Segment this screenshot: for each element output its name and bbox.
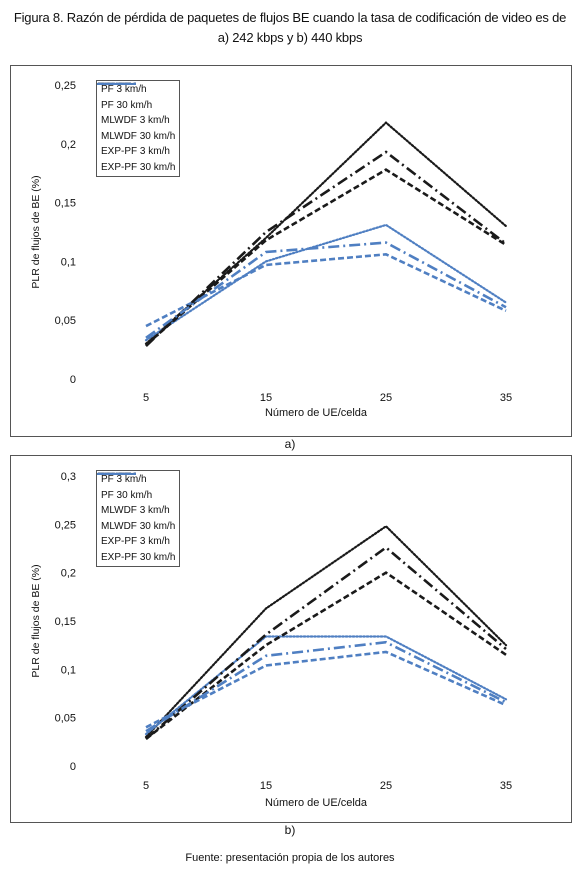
chart-b-series-line-2 xyxy=(144,635,508,736)
chart-b-xtick-label: 25 xyxy=(380,780,392,792)
chart-b-legend-item: PF 30 km/h xyxy=(97,472,175,504)
chart-b-ytick-label: 0,1 xyxy=(61,664,76,676)
chart-b-ytick-label: 0,15 xyxy=(55,616,76,628)
chart-b-series-line-5 xyxy=(145,545,507,740)
chart-a-legend: PF 3 km/h PF 30 km/h MLWDF 3 km/h MLWDF 30 … xyxy=(96,80,181,177)
chart-b-xtick-label: 35 xyxy=(500,780,512,792)
panel-label-a: a) xyxy=(284,437,296,451)
chart-b-xaxis-title: Número de UE/celda xyxy=(265,797,368,809)
chart-a-legend-label: EXP-PF 30 km/h xyxy=(101,161,176,173)
chart-b-legend-item: MLWDF 3 km/h xyxy=(98,472,175,519)
chart-b-legend-label: EXP-PF 3 km/h xyxy=(101,536,170,548)
chart-a-xaxis-title: Número de UE/celda xyxy=(265,407,368,419)
chart-a-legend-swatch xyxy=(98,82,136,85)
chart-b-legend-label: MLWDF 3 km/h xyxy=(101,505,170,517)
figure-title-line-1: Figura 8. Razón de pérdida de paquetes d… xyxy=(13,10,567,25)
chart-a-yaxis-title: PLR de flujos de BE (%) xyxy=(30,175,42,288)
chart-a-legend-label: MLWDF 30 km/h xyxy=(101,130,176,142)
chart-b-series-line-1 xyxy=(144,524,508,739)
chart-a-legend-label: PF 30 km/h xyxy=(101,99,153,111)
chart-a-series-line-3 xyxy=(145,168,507,346)
chart-a-ytick-label: 0,1 xyxy=(61,256,76,268)
chart-a-legend-label: MLWDF 3 km/h xyxy=(101,115,170,127)
chart-a-xtick-label: 15 xyxy=(260,392,272,404)
chart-a-legend-label: PF 3 km/h xyxy=(101,84,147,96)
chart-b-legend-item: EXP-PF 3 km/h xyxy=(98,472,175,550)
chart-b-ytick-label: 0,25 xyxy=(55,519,76,531)
chart-b-legend-swatch xyxy=(98,472,136,475)
chart-a-series-line-5 xyxy=(145,150,507,348)
chart-b-series-line-6 xyxy=(145,640,507,733)
chart-b-ytick-label: 0,2 xyxy=(61,568,76,580)
chart-a-ytick-label: 0,05 xyxy=(55,315,76,327)
chart-a-legend-item: EXP-PF 3 km/h xyxy=(98,82,175,160)
chart-b-ytick-label: 0,3 xyxy=(61,471,76,483)
chart-a-series-line-6 xyxy=(145,241,507,339)
chart-b-legend-label: PF 30 km/h xyxy=(101,489,153,501)
chart-b-yaxis-title: PLR de flujos de BE (%) xyxy=(30,564,42,677)
chart-a-series-line-2 xyxy=(144,223,508,342)
chart-b-legend: PF 3 km/h PF 30 km/h MLWDF 3 km/h MLWDF 30 … xyxy=(96,470,181,567)
chart-b-legend-label: EXP-PF 30 km/h xyxy=(101,551,176,563)
chart-b-xtick-label: 15 xyxy=(260,780,272,792)
chart-a-legend-item: MLWDF 30 km/h xyxy=(98,82,176,145)
chart-a-legend-label: EXP-PF 3 km/h xyxy=(101,146,170,158)
chart-b-legend-item: EXP-PF 30 km/h xyxy=(98,472,176,566)
figure-title-line-2: a) 242 kbps y b) 440 kbps xyxy=(217,30,363,45)
chart-a-xtick-label: 25 xyxy=(380,392,392,404)
chart-a-legend-item: PF 30 km/h xyxy=(97,82,175,114)
chart-b-ytick-label: 0 xyxy=(70,761,76,773)
chart-a-xtick-label: 35 xyxy=(500,392,512,404)
chart-b-legend-item: MLWDF 30 km/h xyxy=(98,472,176,535)
chart-panel-b: 0 0,05 0,1 0,15 0,2 0,25 0,3 5 15 25 35 Número de U… xyxy=(10,455,572,823)
figure-source: Fuente: presentación propia de los autor… xyxy=(185,852,395,864)
chart-a-ytick-label: 0,2 xyxy=(61,139,76,151)
chart-b-svg: 0 0,05 0,1 0,15 0,2 0,25 0,3 5 15 25 35 Número de U… xyxy=(30,471,512,809)
panel-label-b: b) xyxy=(284,823,296,837)
chart-panel-a: 0 0,05 0,1 0,15 0,2 0,25 5 15 25 35 Número de UE/c… xyxy=(10,65,572,437)
chart-b-legend-label: PF 3 km/h xyxy=(101,474,147,486)
chart-b-xtick-label: 5 xyxy=(143,780,149,792)
chart-b-ytick-label: 0,05 xyxy=(55,713,76,725)
figure-title: Figura 8. Razón de pérdida de paquetes d… xyxy=(10,8,570,48)
chart-a-ytick-label: 0,25 xyxy=(55,80,76,92)
chart-a-series-line-1 xyxy=(144,121,508,345)
chart-a-ytick-label: 0,15 xyxy=(55,198,76,210)
chart-b-series-line-4 xyxy=(145,650,507,729)
chart-a-xtick-label: 5 xyxy=(143,392,149,404)
chart-a-series-line-4 xyxy=(145,253,507,328)
chart-a-ytick-label: 0 xyxy=(70,374,76,386)
chart-b-series-line-3 xyxy=(145,571,507,740)
chart-a-svg: 0 0,05 0,1 0,15 0,2 0,25 5 15 25 35 Número de UE/c… xyxy=(30,80,512,419)
chart-a-legend-item: MLWDF 3 km/h xyxy=(98,82,175,129)
chart-b-legend-label: MLWDF 30 km/h xyxy=(101,520,176,532)
chart-a-legend-item: EXP-PF 30 km/h xyxy=(98,82,176,176)
